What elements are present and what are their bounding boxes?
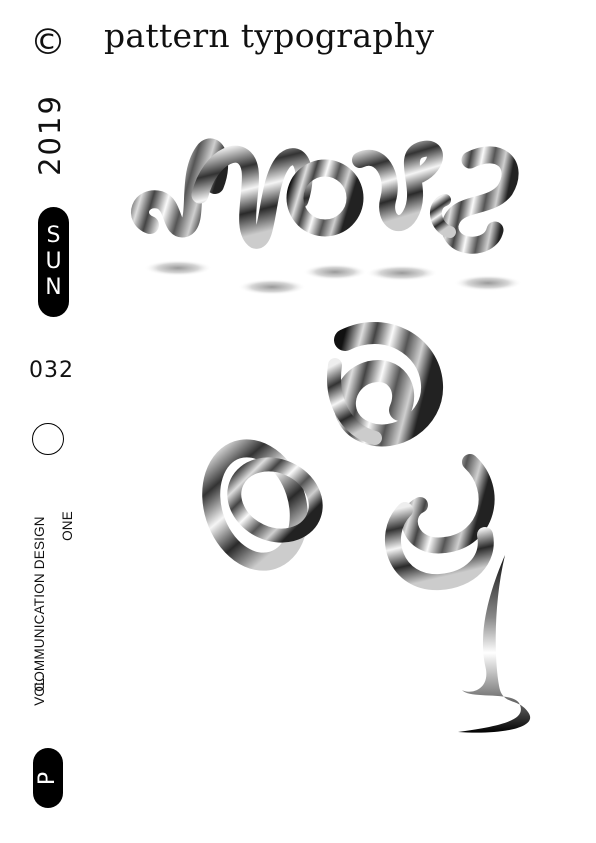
day-letter: N	[45, 275, 62, 300]
day-badge: S U N	[38, 207, 69, 317]
issue-number: 032	[29, 358, 74, 383]
day-letter: S	[46, 223, 61, 248]
ribbon-ring-upper	[327, 321, 443, 447]
ribbon-spiral-right	[384, 454, 495, 591]
publisher-badge: P	[33, 748, 63, 808]
day-letter: U	[45, 249, 62, 274]
circle-mark	[32, 423, 64, 455]
copyright-symbol: ©	[30, 22, 66, 63]
ribbon-ring-left	[202, 439, 323, 571]
page-title: pattern typography	[104, 16, 435, 55]
ribbon-tail	[458, 555, 531, 733]
floor-shadows	[144, 260, 522, 295]
ribbon-word	[131, 138, 519, 254]
